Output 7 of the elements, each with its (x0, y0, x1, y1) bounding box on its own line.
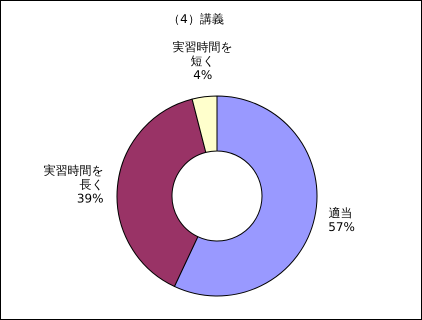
slice-label: 実習時間を長く (44, 163, 104, 192)
data-label: 4% (193, 68, 212, 82)
slice-label: 適当 (328, 206, 352, 220)
data-label: 57% (328, 220, 355, 234)
data-label: 39% (76, 191, 104, 206)
chart-title: （4）講義 (167, 11, 225, 28)
slice-label: 実習時間を短く (172, 40, 233, 68)
